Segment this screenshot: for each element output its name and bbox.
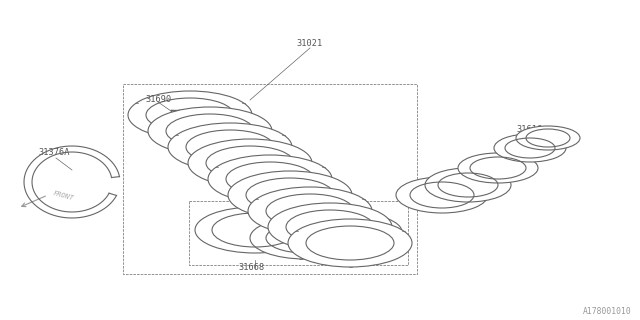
Ellipse shape [288,219,412,267]
Ellipse shape [195,207,315,253]
Text: 31376: 31376 [298,253,324,262]
Text: 31521: 31521 [450,195,476,204]
Ellipse shape [188,139,312,187]
Text: 31648: 31648 [480,175,506,184]
Ellipse shape [494,134,566,162]
Text: A178001010: A178001010 [583,307,632,316]
Text: 31567: 31567 [158,128,184,137]
Text: 31552: 31552 [340,218,366,227]
Ellipse shape [248,187,372,235]
Ellipse shape [250,217,360,259]
Ellipse shape [458,153,538,183]
Text: 31668: 31668 [238,263,264,272]
Text: FRONT: FRONT [52,190,74,201]
Ellipse shape [396,177,488,213]
Ellipse shape [208,155,332,203]
Text: 31021: 31021 [297,39,323,48]
Ellipse shape [228,171,352,219]
Ellipse shape [168,123,292,171]
Ellipse shape [302,213,402,251]
Ellipse shape [128,91,252,139]
Ellipse shape [516,126,580,150]
Text: 31690: 31690 [145,95,172,104]
Ellipse shape [148,107,272,155]
Text: 31376A: 31376A [38,148,70,157]
Text: 31616: 31616 [516,125,542,134]
Text: 31546: 31546 [510,151,536,160]
Ellipse shape [268,203,392,251]
Ellipse shape [425,168,511,202]
